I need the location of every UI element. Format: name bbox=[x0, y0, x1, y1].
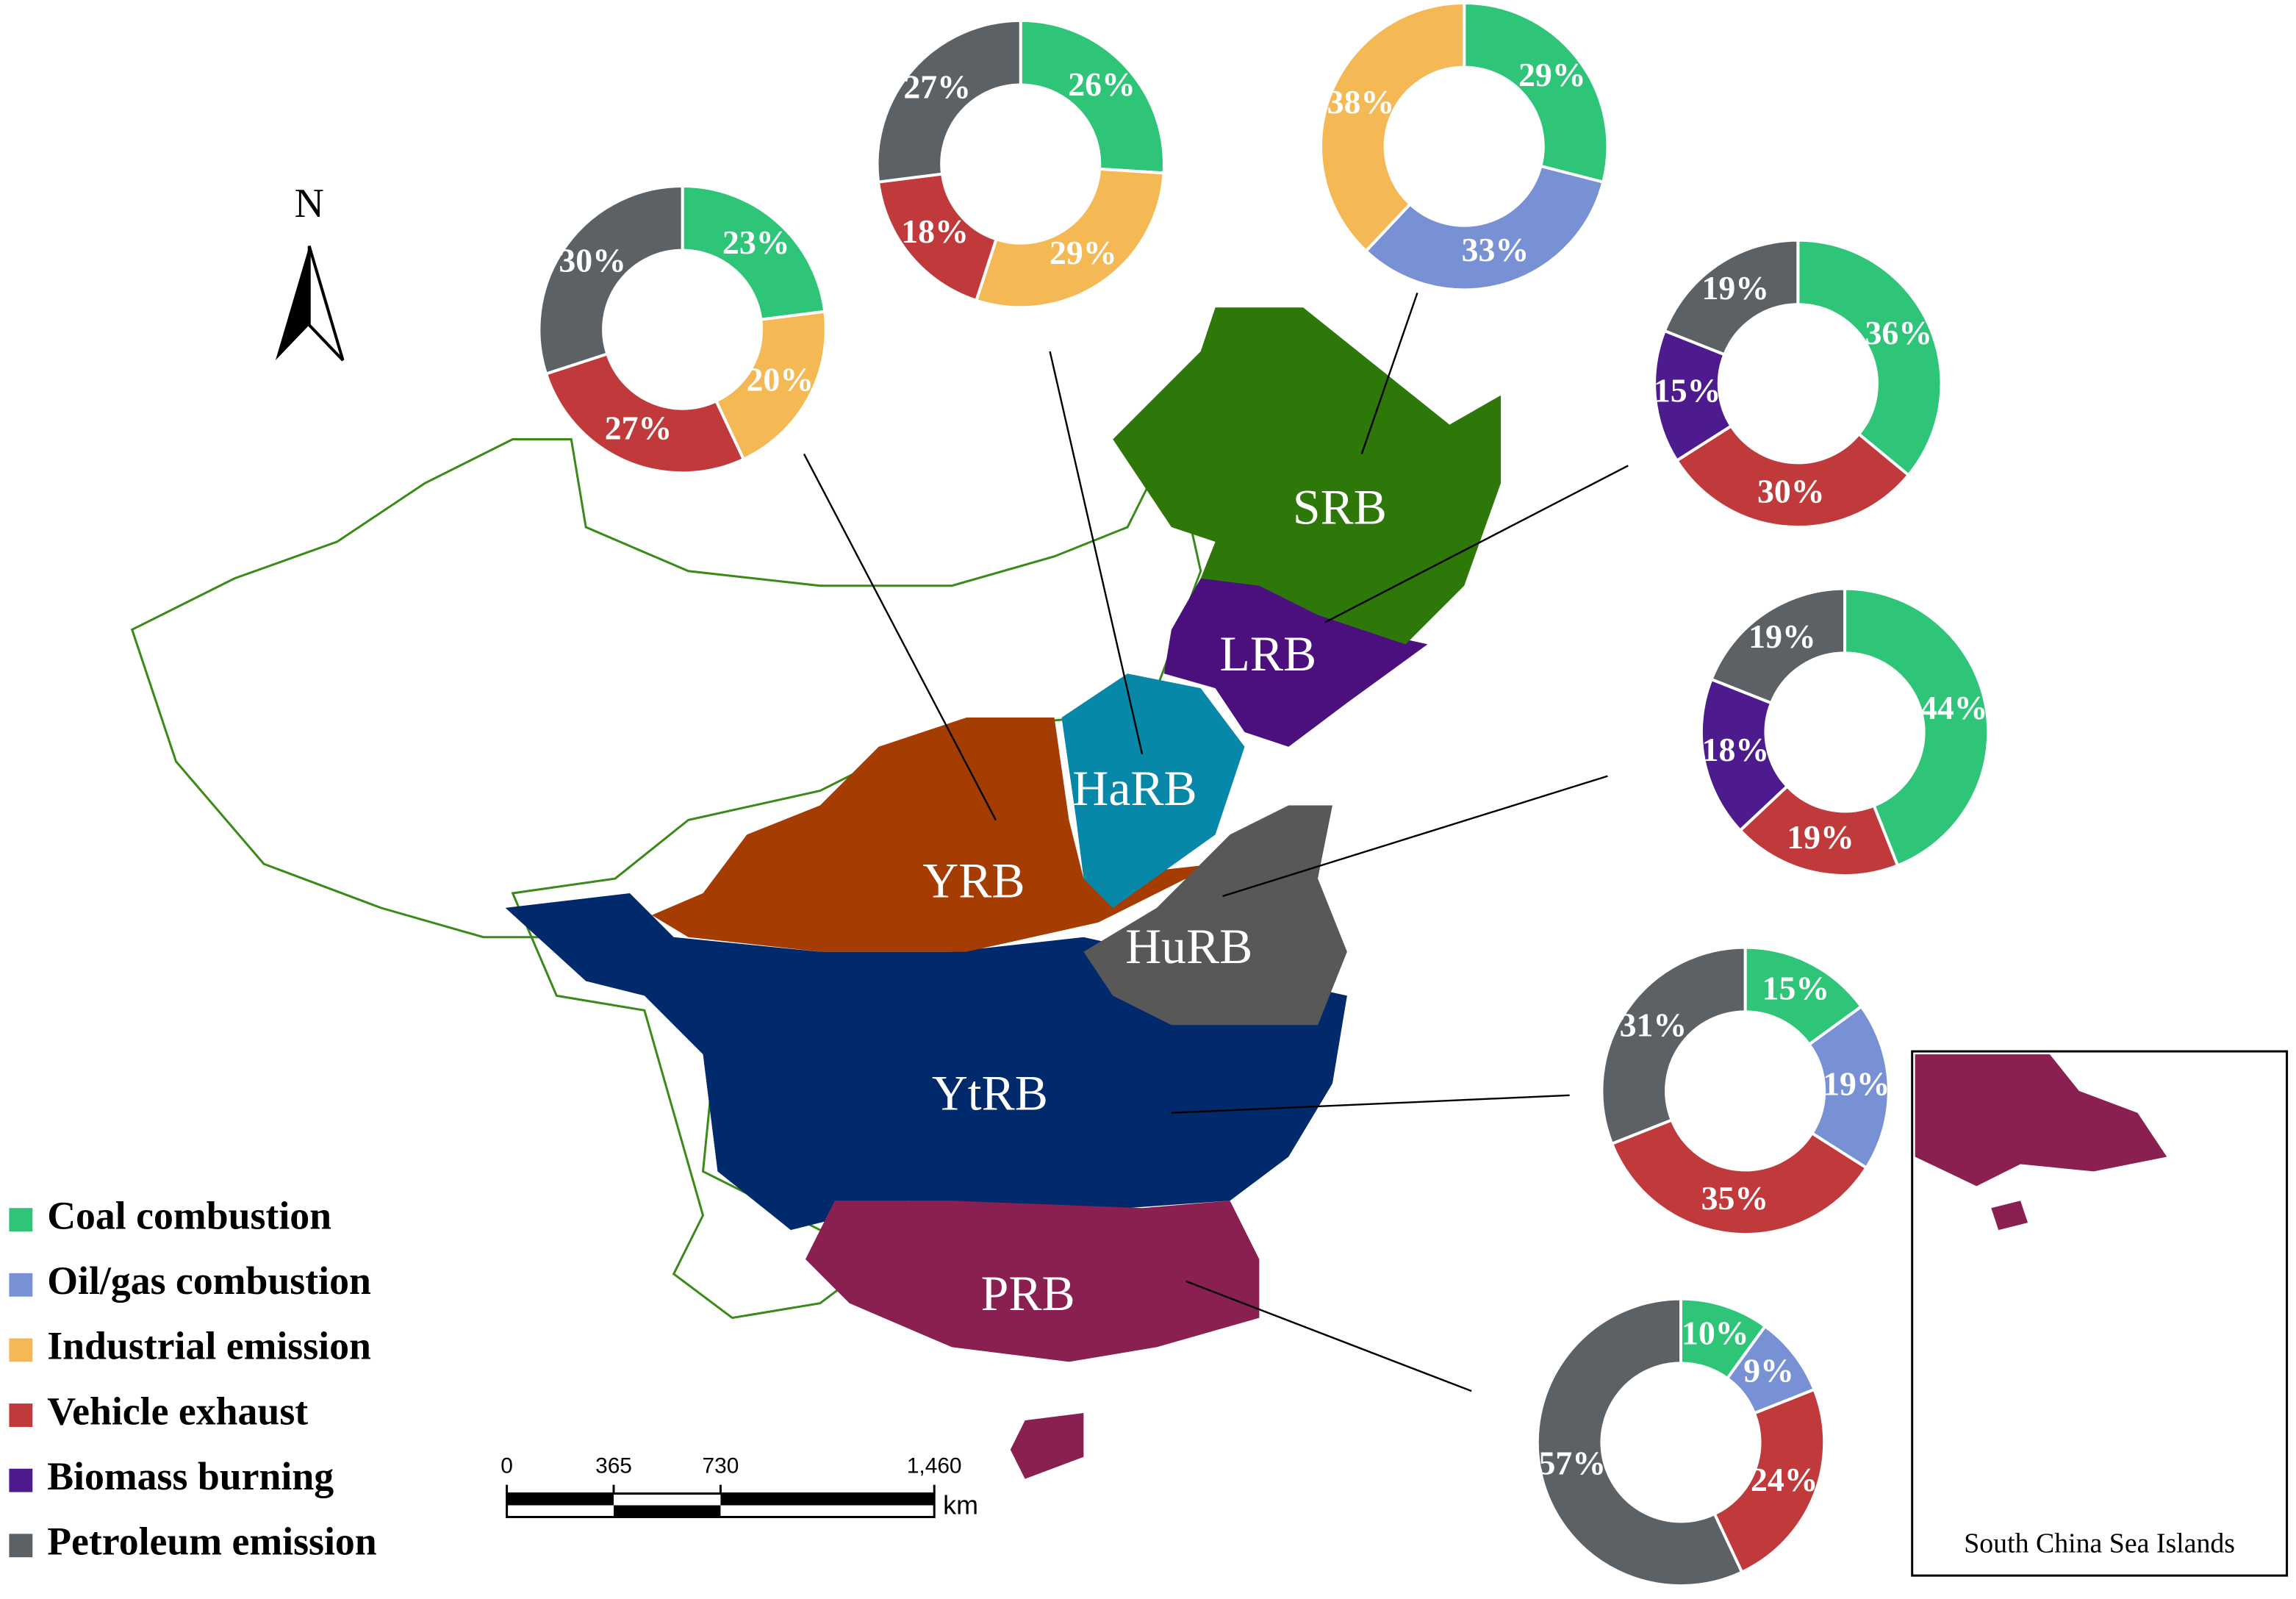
scale-bar: 0 365 730 1,460 km bbox=[501, 1454, 978, 1520]
donut-label: 26% bbox=[1068, 65, 1136, 103]
donut-slice bbox=[1710, 587, 1847, 705]
donut-label: 27% bbox=[903, 68, 971, 105]
region-lrb bbox=[1163, 578, 1428, 747]
donut-label: 19% bbox=[1787, 818, 1854, 856]
legend-label: Biomass burning bbox=[47, 1454, 334, 1498]
donut-label: 29% bbox=[1518, 56, 1586, 93]
donut-label: 30% bbox=[1757, 472, 1825, 509]
region-label: PRB bbox=[981, 1266, 1075, 1321]
donut-slice bbox=[1319, 1, 1466, 254]
donut-label: 23% bbox=[722, 223, 790, 261]
donut-slice bbox=[681, 184, 827, 321]
scale-tick-label: 0 bbox=[501, 1454, 513, 1478]
donut-label: 18% bbox=[1702, 731, 1770, 768]
donut-label: 10% bbox=[1682, 1314, 1749, 1351]
legend-swatch bbox=[9, 1208, 33, 1232]
leader-line bbox=[1360, 292, 1418, 454]
legend-swatch bbox=[9, 1273, 33, 1297]
legend-swatch bbox=[9, 1534, 33, 1558]
donut-slice bbox=[1535, 1297, 1744, 1587]
donut-slice bbox=[1600, 945, 1747, 1146]
donut-slice bbox=[875, 18, 1022, 184]
donut-slice bbox=[1843, 587, 1990, 868]
donut-slice bbox=[1737, 784, 1900, 878]
leader-line bbox=[1185, 1280, 1472, 1392]
region-label: SRB bbox=[1293, 480, 1387, 535]
leader-line bbox=[1171, 1094, 1570, 1114]
inset-label: South China Sea Islands bbox=[1964, 1528, 2235, 1559]
region-hurb bbox=[1083, 805, 1347, 1026]
donut-charts: 29% 33% 38% 36% 30% 15% 19% 26% 29% 18% 27% 23% 20% 2… bbox=[537, 1, 1990, 1587]
scale-tick-label: 365 bbox=[595, 1454, 632, 1478]
legend-swatch bbox=[9, 1338, 33, 1362]
legend-label: Petroleum emission bbox=[47, 1520, 377, 1564]
donut-slice bbox=[1807, 1004, 1890, 1170]
region-label: YRB bbox=[922, 854, 1025, 909]
region-yrb bbox=[651, 717, 1216, 952]
donut-slice bbox=[1610, 1117, 1869, 1237]
region-harb bbox=[1061, 673, 1245, 908]
donut-label: 57% bbox=[1538, 1444, 1606, 1481]
leader-line bbox=[1324, 465, 1629, 623]
region-label: LRB bbox=[1219, 626, 1316, 682]
donut-slice bbox=[1363, 164, 1605, 292]
legend-swatch bbox=[9, 1403, 33, 1427]
legend-swatch bbox=[9, 1468, 33, 1492]
donut-label: 29% bbox=[1050, 234, 1117, 271]
donut-label: 19% bbox=[1748, 618, 1816, 655]
donut-label: 18% bbox=[901, 212, 969, 250]
donut-slice bbox=[1712, 1387, 1826, 1575]
north-label: N bbox=[295, 181, 324, 226]
donut-slice bbox=[1796, 238, 1943, 478]
donut-label: 27% bbox=[605, 409, 672, 447]
donut-slice bbox=[974, 167, 1166, 310]
donut-label: 33% bbox=[1462, 231, 1529, 268]
leader-line bbox=[1049, 351, 1144, 755]
inset-land bbox=[1915, 1054, 2167, 1187]
scale-segment bbox=[614, 1505, 721, 1517]
legend-label: Oil/gas combustion bbox=[47, 1259, 371, 1303]
legend: Coal combustion Oil/gas combustion Industr… bbox=[9, 1193, 377, 1564]
donut-label: 19% bbox=[1701, 269, 1769, 307]
donut-label: 19% bbox=[1823, 1065, 1890, 1103]
donut-label: 35% bbox=[1701, 1179, 1769, 1217]
scale-unit: km bbox=[943, 1490, 978, 1520]
scale-segment bbox=[506, 1493, 614, 1506]
donut-label: 20% bbox=[746, 361, 814, 398]
donut-slice bbox=[544, 351, 746, 475]
leader-line bbox=[803, 453, 997, 820]
donut-label: 24% bbox=[1751, 1461, 1818, 1498]
donut-label: 30% bbox=[559, 242, 626, 279]
donut-label: 38% bbox=[1327, 83, 1395, 121]
donut-slice bbox=[537, 184, 684, 376]
legend-label: Industrial emission bbox=[47, 1324, 371, 1368]
scale-segment bbox=[720, 1493, 935, 1506]
donut-slice bbox=[1463, 1, 1610, 185]
inset-island bbox=[1991, 1201, 2028, 1231]
leader-line bbox=[1222, 775, 1608, 898]
donut-slice bbox=[1662, 238, 1800, 357]
region-srb bbox=[1113, 307, 1502, 645]
region-label: HaRB bbox=[1072, 761, 1197, 816]
donut-label: 9% bbox=[1743, 1352, 1794, 1389]
scale-tick-label: 730 bbox=[702, 1454, 739, 1478]
region-label: HuRB bbox=[1125, 919, 1252, 974]
donut-slice bbox=[714, 310, 828, 462]
region-label: YtRB bbox=[932, 1065, 1048, 1120]
donut-label: 31% bbox=[1620, 1006, 1687, 1043]
region-prb bbox=[805, 1201, 1260, 1479]
scale-tick-label: 1,460 bbox=[907, 1454, 962, 1478]
north-arrow: N bbox=[275, 181, 345, 362]
donut-label: 15% bbox=[1762, 970, 1830, 1007]
legend-label: Vehicle exhaust bbox=[47, 1389, 308, 1433]
donut-label: 36% bbox=[1865, 314, 1933, 351]
legend-label: Coal combustion bbox=[47, 1193, 331, 1237]
donut-slice bbox=[1674, 423, 1911, 529]
donut-slice bbox=[1019, 18, 1166, 175]
donut-label: 44% bbox=[1920, 689, 1988, 726]
donut-label: 15% bbox=[1654, 372, 1721, 409]
